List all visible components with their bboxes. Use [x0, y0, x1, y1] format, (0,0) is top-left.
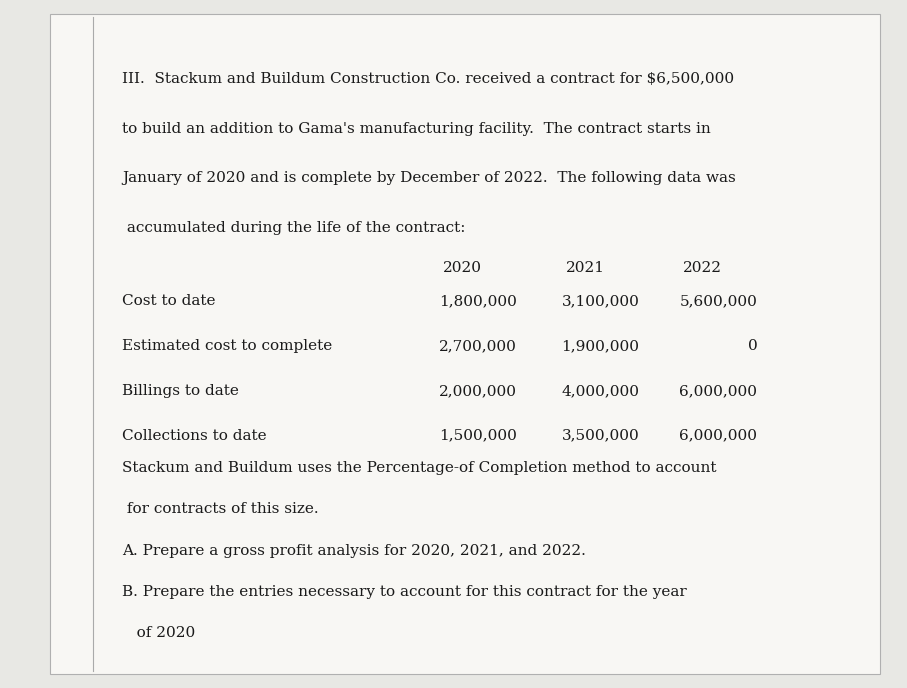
- FancyBboxPatch shape: [50, 14, 880, 674]
- Text: 3,100,000: 3,100,000: [561, 294, 639, 308]
- Text: 0: 0: [747, 339, 757, 353]
- Text: 2021: 2021: [566, 261, 604, 275]
- Text: Stackum and Buildum uses the Percentage-of Completion method to account: Stackum and Buildum uses the Percentage-…: [122, 461, 717, 475]
- Text: Cost to date: Cost to date: [122, 294, 216, 308]
- Text: 4,000,000: 4,000,000: [561, 384, 639, 398]
- Text: 2022: 2022: [684, 261, 722, 275]
- Text: 2020: 2020: [444, 261, 482, 275]
- Text: of 2020: of 2020: [122, 626, 196, 640]
- Text: January of 2020 and is complete by December of 2022.  The following data was: January of 2020 and is complete by Decem…: [122, 171, 736, 185]
- Text: Collections to date: Collections to date: [122, 429, 267, 442]
- Text: Estimated cost to complete: Estimated cost to complete: [122, 339, 333, 353]
- Text: 2,700,000: 2,700,000: [439, 339, 517, 353]
- Text: Billings to date: Billings to date: [122, 384, 239, 398]
- Text: 1,500,000: 1,500,000: [439, 429, 517, 442]
- Text: 2,000,000: 2,000,000: [439, 384, 517, 398]
- Text: accumulated during the life of the contract:: accumulated during the life of the contr…: [122, 221, 466, 235]
- Text: 6,000,000: 6,000,000: [679, 384, 757, 398]
- Text: 1,900,000: 1,900,000: [561, 339, 639, 353]
- Text: for contracts of this size.: for contracts of this size.: [122, 502, 319, 516]
- Text: A. Prepare a gross profit analysis for 2020, 2021, and 2022.: A. Prepare a gross profit analysis for 2…: [122, 544, 586, 557]
- Text: 1,800,000: 1,800,000: [439, 294, 517, 308]
- Text: 3,500,000: 3,500,000: [561, 429, 639, 442]
- Text: III.  Stackum and Buildum Construction Co. received a contract for $6,500,000: III. Stackum and Buildum Construction Co…: [122, 72, 735, 86]
- Text: 5,600,000: 5,600,000: [679, 294, 757, 308]
- Text: 6,000,000: 6,000,000: [679, 429, 757, 442]
- Text: B. Prepare the entries necessary to account for this contract for the year: B. Prepare the entries necessary to acco…: [122, 585, 688, 599]
- Text: to build an addition to Gama's manufacturing facility.  The contract starts in: to build an addition to Gama's manufactu…: [122, 122, 711, 136]
